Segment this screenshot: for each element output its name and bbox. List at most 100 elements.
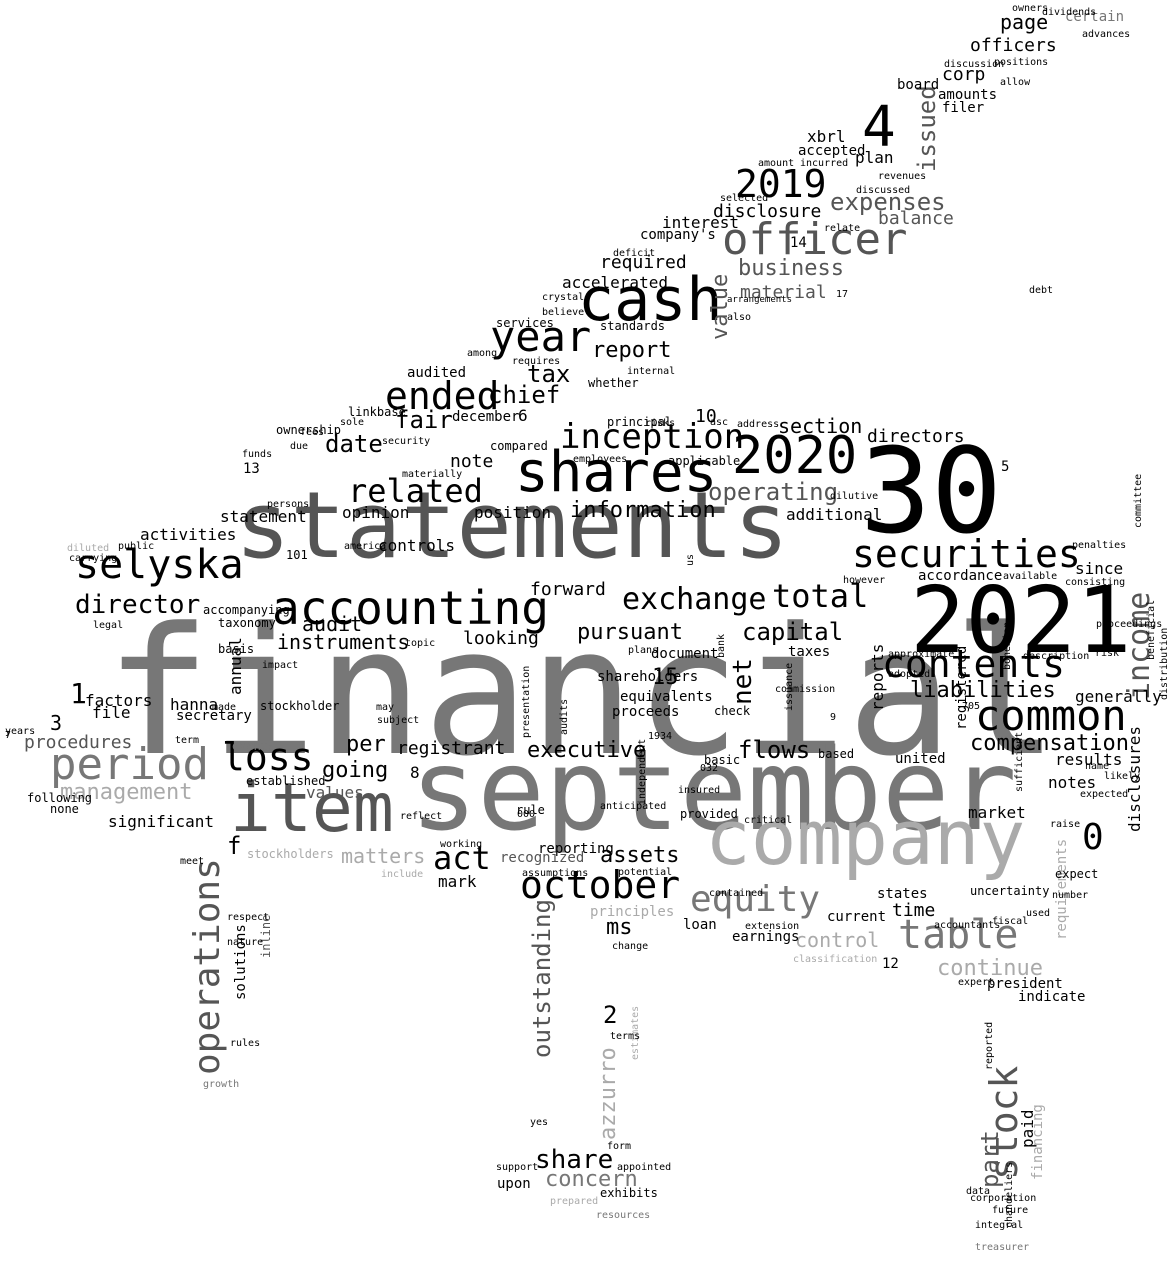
cloud-word: fiscal [992, 916, 1029, 927]
cloud-word: company [705, 793, 1026, 882]
cloud-word: information [570, 498, 716, 523]
cloud-word: selected [720, 193, 769, 204]
cloud-word: 0 [1082, 817, 1104, 858]
cloud-word: us [685, 553, 696, 566]
cloud-word: proceedings [1096, 619, 1163, 630]
cloud-word: azzurro [596, 1047, 621, 1140]
cloud-word: data [966, 1186, 991, 1197]
cloud-word: discussion [944, 59, 1005, 70]
cloud-word: public [118, 541, 155, 552]
cloud-word: corp [942, 64, 986, 85]
cloud-word: extension [745, 921, 800, 932]
cloud-word: principles [590, 904, 675, 920]
cloud-word: total [772, 577, 869, 615]
cloud-word: officer [722, 214, 908, 265]
cloud-word: 1 [70, 677, 87, 710]
cloud-word: accounting [272, 581, 549, 635]
cloud-word: 5 [1001, 459, 1010, 475]
cloud-word: 2 [603, 1001, 618, 1029]
cloud-word: 12 [882, 956, 899, 972]
cloud-word: accepted [798, 143, 866, 159]
cloud-word: results [1055, 750, 1123, 769]
cloud-word: 1934 [648, 731, 673, 742]
cloud-word: position [474, 503, 552, 522]
cloud-word: company's [640, 227, 716, 243]
cloud-word: 13 [243, 461, 260, 477]
cloud-word: capital [742, 618, 844, 646]
cloud-word: prepared [550, 1196, 599, 1207]
cloud-word: arrangements [727, 295, 793, 305]
cloud-word: compared [490, 439, 548, 453]
cloud-word: bank [716, 633, 727, 658]
cloud-word: earnings [732, 929, 800, 945]
cloud-word: rule [516, 803, 545, 817]
cloud-word: check [714, 704, 751, 718]
cloud-word: resources [596, 1210, 651, 1221]
cloud-word: audit [302, 612, 363, 636]
cloud-word: pursuant [577, 620, 683, 645]
cloud-word: legal [93, 620, 124, 631]
cloud-word: dilutive [830, 491, 879, 502]
cloud-word: f [227, 832, 242, 860]
cloud-word: management [60, 780, 193, 805]
cloud-word: amounts [938, 87, 998, 103]
cloud-word: whether [588, 376, 639, 390]
cloud-word: meet [180, 856, 205, 867]
cloud-word: based [818, 747, 855, 761]
cloud-word: deficit [613, 248, 656, 259]
cloud-word: current [827, 909, 887, 925]
cloud-word: business [738, 256, 844, 281]
cloud-word: values [306, 783, 364, 802]
cloud-word: 000 [517, 809, 536, 820]
cloud-word: positions [994, 57, 1049, 68]
cloud-word: events [232, 739, 276, 753]
cloud-word: approximate [888, 649, 955, 660]
cloud-word: ended [385, 374, 500, 418]
cloud-word: 7 [5, 730, 12, 741]
cloud-word: cash [578, 265, 723, 335]
cloud-word: commission [775, 684, 836, 695]
cloud-word: 8 [410, 763, 420, 782]
cloud-word: funds [242, 449, 273, 460]
cloud-word: made [212, 702, 237, 713]
cloud-word: activities [140, 525, 237, 544]
cloud-word: equivalents [620, 689, 713, 705]
cloud-word: assumptions [522, 868, 589, 879]
cloud-word: statements [235, 472, 789, 579]
cloud-word: term [175, 735, 200, 746]
cloud-word: services [496, 316, 554, 330]
cloud-word: shares [515, 440, 718, 505]
cloud-word: required [600, 252, 687, 273]
cloud-word: 2021 [910, 567, 1132, 674]
cloud-word: file [92, 703, 131, 722]
cloud-word: rules [230, 1038, 261, 1049]
cloud-word: accordance [918, 568, 1003, 584]
cloud-word: plans [628, 645, 659, 656]
cloud-word: sole [340, 417, 365, 428]
cloud-word: part [976, 1130, 1004, 1188]
cloud-word: among [467, 348, 498, 359]
cloud-word: concern [545, 1167, 638, 1192]
cloud-word: page [1000, 10, 1049, 34]
cloud-word: terms [610, 1031, 641, 1042]
cloud-word: filer [942, 100, 985, 116]
cloud-word: america [344, 541, 387, 552]
cloud-word: note [450, 451, 494, 472]
cloud-word: 101 [286, 548, 308, 562]
cloud-word: accompanying [203, 603, 290, 617]
cloud-word: form [607, 1141, 632, 1152]
cloud-word: 032 [700, 763, 719, 774]
cloud-word: procedures [24, 732, 133, 753]
cloud-word: secretary [176, 708, 252, 724]
cloud-word: liabilities [910, 678, 1056, 703]
cloud-word: integral [975, 1220, 1024, 1231]
cloud-word: solutions [233, 924, 249, 1000]
cloud-word: treasurer [975, 1242, 1030, 1253]
cloud-word: since [1075, 559, 1124, 578]
cloud-word: provided [680, 807, 738, 821]
cloud-word: registered [954, 645, 970, 730]
cloud-word: document [651, 646, 719, 662]
cloud-word: statement [220, 507, 307, 526]
cloud-word: expert [958, 977, 995, 988]
